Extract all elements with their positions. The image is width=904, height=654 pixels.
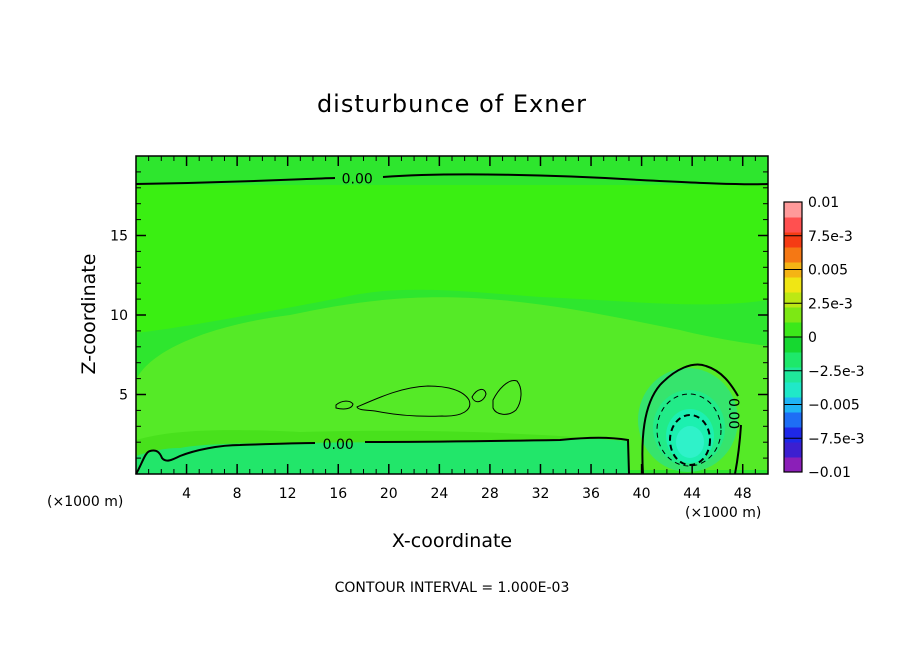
x-tick-label: 32 (532, 486, 550, 502)
colorbar-swatch (784, 247, 802, 263)
colorbar-label: −2.5e-3 (808, 364, 865, 380)
positive-contour-blob-right (492, 380, 522, 415)
x-unit-left: (×1000 m) (47, 494, 123, 510)
colorbar-label: 0.005 (808, 263, 848, 279)
colorbar-swatch (784, 307, 802, 323)
x-tick-label: 40 (633, 486, 651, 502)
colorbar-swatch (784, 232, 802, 248)
colorbar-label: 2.5e-3 (808, 296, 853, 312)
colorbar-swatch (784, 412, 802, 428)
colorbar-label: −0.005 (808, 398, 860, 414)
colorbar-label: 0.01 (808, 195, 839, 211)
negative-cell-core (676, 426, 704, 458)
colorbar-label: −0.01 (808, 465, 851, 481)
colorbar-swatch (784, 382, 802, 398)
contour-interval-note: CONTOUR INTERVAL = 1.000E-03 (335, 580, 570, 596)
colorbar-swatch (784, 352, 802, 368)
colorbar-swatch (784, 322, 802, 338)
negative-contour-1 (656, 393, 722, 467)
zero-contour-cell (641, 363, 742, 475)
x-tick-label: 4 (182, 486, 191, 502)
x-axis-label: X-coordinate (392, 530, 512, 552)
x-tick-label: 20 (380, 486, 398, 502)
colorbar-swatch (784, 277, 802, 293)
surface-negative-band (136, 439, 628, 474)
upper-positive-band (136, 185, 768, 333)
y-tick-label: 5 (119, 388, 128, 404)
x-axis-ticks: 4 8 12 16 20 24 28 32 36 40 44 48 (148, 156, 756, 502)
contour-label: 0.00 (342, 171, 373, 187)
y-tick-label: 10 (110, 308, 128, 324)
colorbar-swatch (784, 427, 802, 443)
colorbar-swatch (784, 292, 802, 308)
mid-positive-zone (136, 297, 768, 470)
zero-contour-top (135, 173, 769, 186)
contour-label: 0.00 (323, 437, 354, 453)
x-tick-label: 44 (683, 486, 701, 502)
x-tick-label: 8 (233, 486, 242, 502)
contour-labels: 0.00 0.00 0.00 (323, 171, 741, 453)
colorbar-swatch (784, 442, 802, 458)
positive-contour-blob-large (356, 385, 471, 417)
colorbar-swatch (784, 457, 802, 473)
y-tick-label: 15 (110, 229, 128, 245)
x-tick-label: 36 (582, 486, 600, 502)
colorbar-swatch (784, 202, 802, 218)
colorbar: 0.01 7.5e-3 0.005 2.5e-3 0 −2.5e-3 −0.005 −7.5e… (783, 195, 865, 481)
zero-contour-surface (135, 436, 630, 475)
colorbar-label: 0 (808, 330, 817, 346)
x-tick-label: 16 (329, 486, 347, 502)
x-unit-right: (×1000 m) (685, 505, 761, 521)
x-tick-label: 12 (279, 486, 297, 502)
x-tick-label: 28 (481, 486, 499, 502)
colorbar-swatch (784, 337, 802, 353)
positive-contour-blob-tiny (471, 389, 487, 403)
x-tick-label: 24 (430, 486, 448, 502)
colorbar-label: 7.5e-3 (808, 229, 853, 245)
y-axis-ticks: 5 10 15 (110, 171, 768, 459)
colorbar-swatch (784, 217, 802, 233)
colorbar-label: −7.5e-3 (808, 431, 865, 447)
negative-contour-2 (669, 414, 711, 466)
chart-title: disturbunce of Exner (317, 90, 587, 118)
contour-label: 0.00 (725, 398, 741, 429)
plot-area: 0.00 0.00 0.00 (135, 155, 769, 475)
x-tick-label: 48 (734, 486, 752, 502)
y-axis-label: Z-coordinate (78, 254, 100, 375)
colorbar-swatch (784, 367, 802, 383)
positive-contour-blob-small (335, 400, 354, 410)
